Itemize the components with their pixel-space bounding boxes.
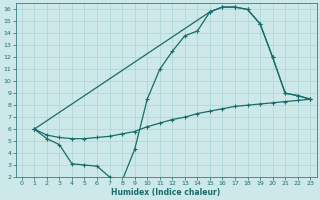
X-axis label: Humidex (Indice chaleur): Humidex (Indice chaleur)	[111, 188, 221, 197]
